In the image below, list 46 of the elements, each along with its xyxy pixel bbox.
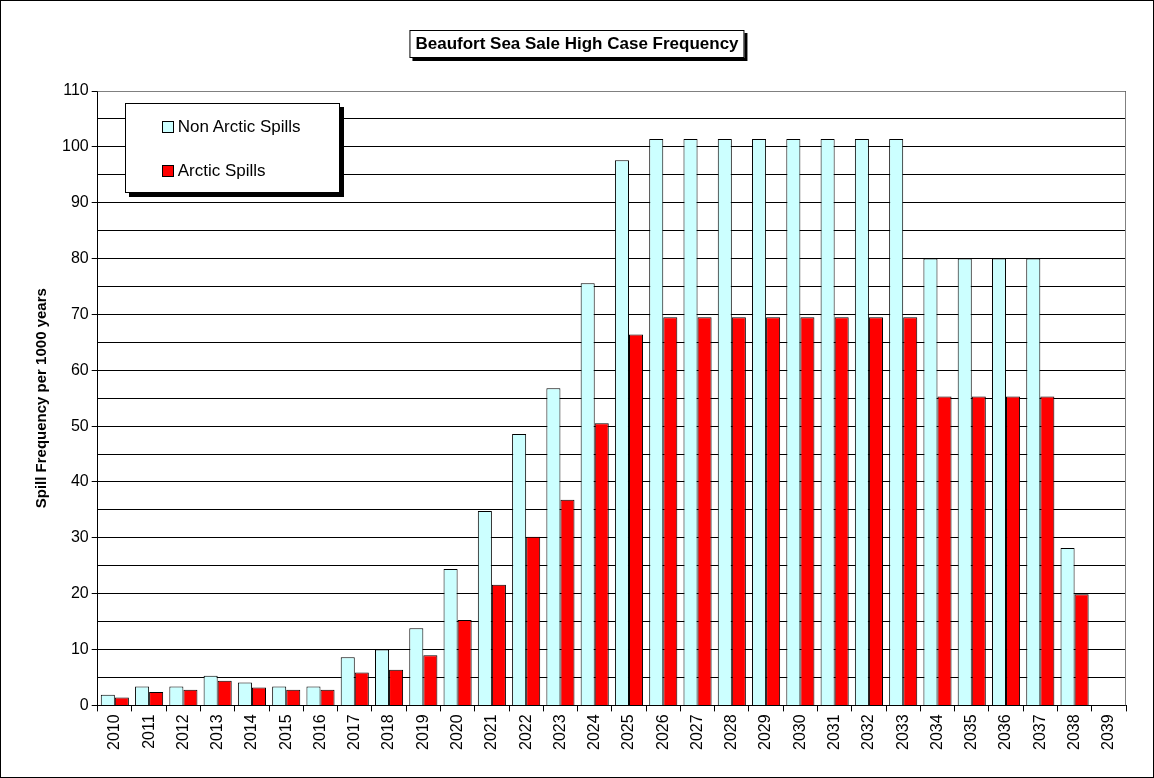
- y-tick-label: 110: [63, 81, 89, 99]
- y-tick-label: 30: [70, 528, 89, 546]
- x-tick-label: 2037: [1030, 714, 1048, 750]
- x-tick-label: 2024: [585, 714, 603, 750]
- x-tick-label: 2022: [516, 714, 534, 750]
- y-tick-label: 100: [61, 137, 89, 155]
- x-tick-label: 2028: [722, 714, 740, 750]
- x-tick-label: 2011: [139, 714, 157, 749]
- x-tick-label: 2021: [482, 714, 500, 750]
- y-tick-label: 80: [70, 248, 89, 266]
- x-tick-label: 2029: [756, 714, 774, 750]
- y-tick-label: 90: [70, 193, 89, 211]
- x-tick-label: 2025: [619, 714, 637, 750]
- legend-label: Arctic Spills: [177, 161, 266, 181]
- y-axis-title: Spill Frequency per 1000 years: [32, 288, 50, 509]
- x-tick-label: 2014: [242, 714, 260, 750]
- x-tick-label: 2016: [310, 714, 328, 750]
- x-tick-label: 2034: [927, 714, 945, 750]
- x-tick-label: 2013: [208, 714, 226, 750]
- y-tick-label: 10: [70, 639, 89, 657]
- x-tick-label: 2015: [276, 714, 294, 750]
- x-tick-label: 2035: [962, 714, 980, 750]
- x-tick-label: 2018: [379, 714, 397, 750]
- x-tick-label: 2038: [1064, 714, 1082, 750]
- y-tick-label: 50: [70, 416, 89, 434]
- x-tick-label: 2032: [859, 714, 877, 750]
- x-tick-label: 2010: [105, 714, 123, 750]
- y-tick-label: 60: [70, 360, 89, 378]
- y-tick-label: 20: [70, 584, 89, 602]
- y-tick-label: 70: [70, 304, 89, 322]
- x-tick-label: 2017: [345, 714, 363, 750]
- chart-title: Beaufort Sea Sale High Case Frequency: [409, 30, 745, 58]
- x-tick-label: 2012: [173, 714, 191, 750]
- y-tick-label: 40: [70, 472, 89, 490]
- x-tick-label: 2020: [448, 714, 466, 750]
- x-tick-label: 2019: [413, 714, 431, 750]
- x-tick-label: 2030: [790, 714, 808, 750]
- y-tick-label: 0: [79, 695, 89, 713]
- x-tick-label: 2027: [687, 714, 705, 750]
- x-tick-label: 2036: [996, 714, 1014, 750]
- x-tick-label: 2039: [1099, 714, 1117, 750]
- legend-label: Non Arctic Spills: [177, 117, 301, 137]
- x-tick-label: 2026: [653, 714, 671, 750]
- x-tick-label: 2023: [550, 714, 568, 750]
- x-tick-label: 2033: [893, 714, 911, 750]
- x-tick-label: 2031: [825, 714, 843, 750]
